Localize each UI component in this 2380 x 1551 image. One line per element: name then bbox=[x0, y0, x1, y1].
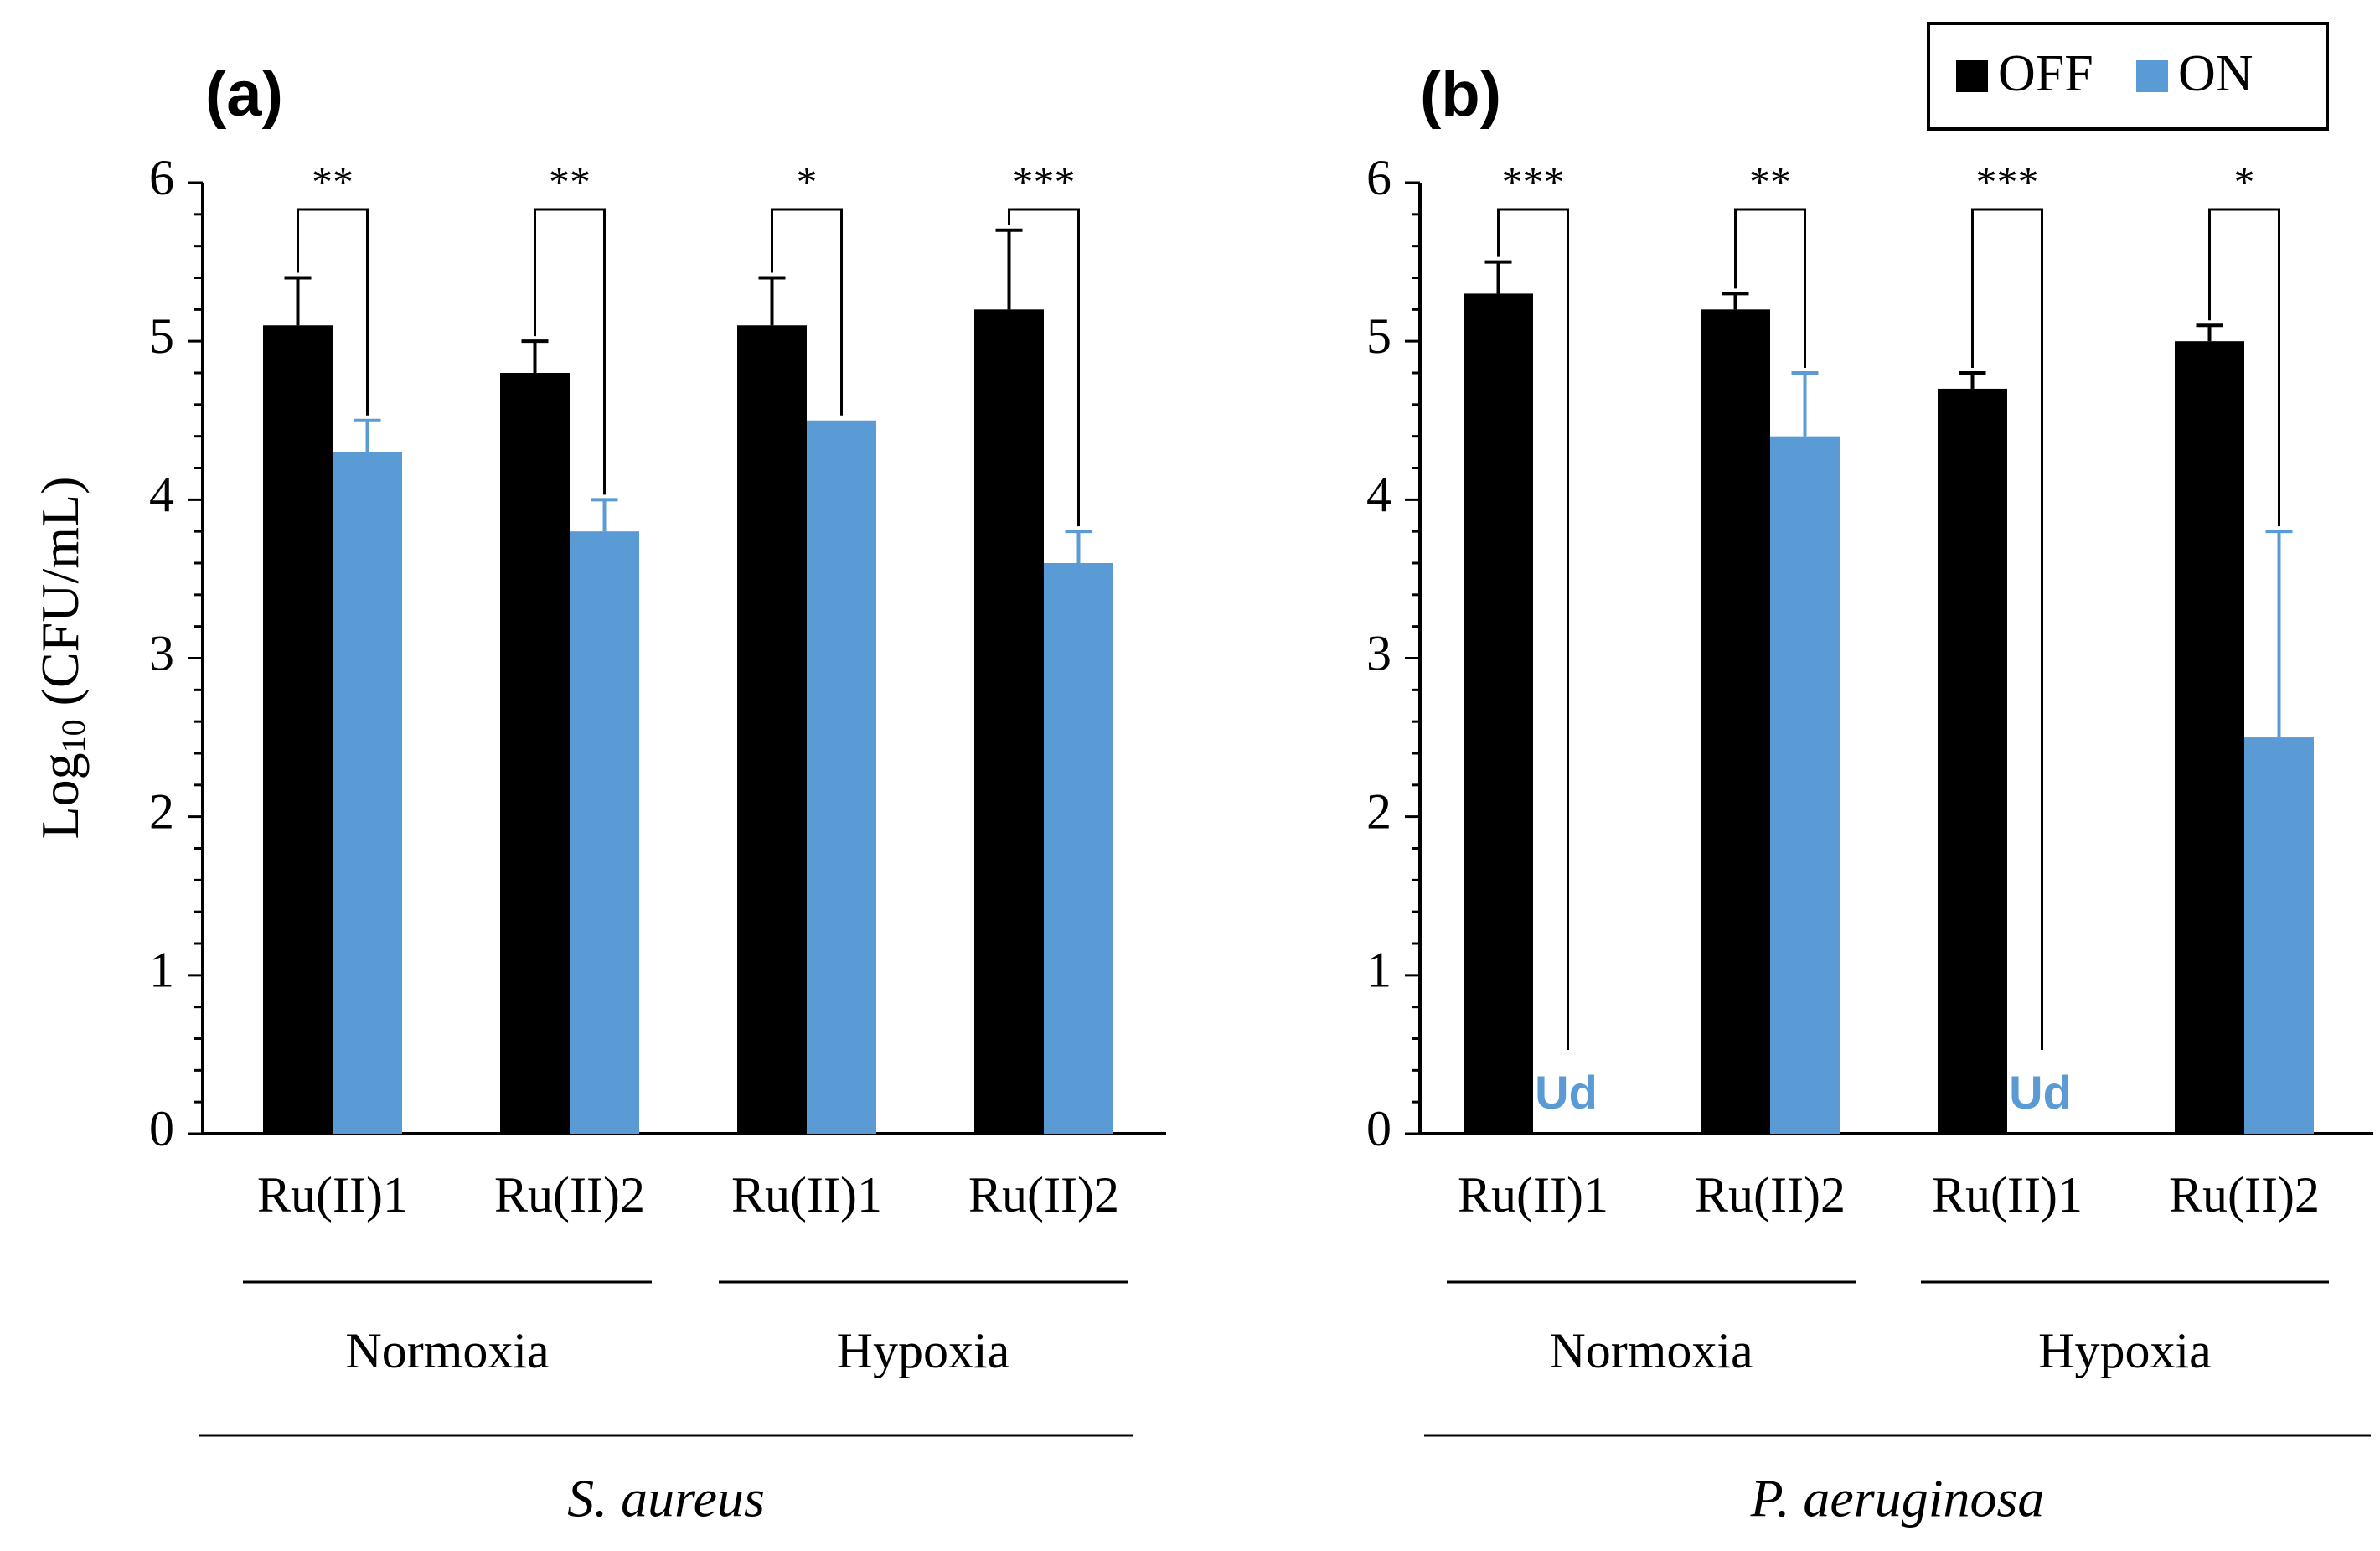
legend: OFF ON bbox=[1927, 22, 2329, 131]
significance-stars: * bbox=[797, 158, 818, 204]
significance-bracket bbox=[1008, 208, 1080, 527]
x-tick-label: Ru(II)2 bbox=[2169, 1167, 2320, 1223]
y-tick-label: 4 bbox=[149, 467, 174, 522]
y-axis-label: Log10 (CFU/mL) bbox=[30, 477, 93, 840]
legend-swatch-on bbox=[2136, 60, 2168, 92]
legend-swatch-off bbox=[1956, 60, 1988, 92]
significance-stars: ** bbox=[549, 158, 591, 204]
bar-off bbox=[737, 325, 807, 1134]
bar-off bbox=[1701, 309, 1770, 1134]
significance-bracket bbox=[1734, 208, 1806, 368]
y-tick-label: 6 bbox=[1366, 150, 1391, 205]
y-tick-label: 3 bbox=[1366, 625, 1391, 680]
legend-label-off: OFF bbox=[1998, 45, 2093, 102]
significance-bracket bbox=[1497, 208, 1569, 1050]
y-tick-label: 4 bbox=[1366, 467, 1391, 522]
y-tick-label: 1 bbox=[1366, 943, 1391, 998]
y-tick-label: 2 bbox=[1366, 783, 1391, 839]
x-tick-label: Ru(II)1 bbox=[257, 1167, 408, 1223]
x-tick-label: Ru(II)2 bbox=[968, 1167, 1119, 1223]
legend-label-on: ON bbox=[2178, 45, 2254, 102]
organism-label: S. aureus bbox=[567, 1469, 765, 1528]
bar-off bbox=[974, 309, 1044, 1134]
bar-off bbox=[2175, 341, 2244, 1135]
bar-on bbox=[333, 452, 402, 1134]
significance-bracket bbox=[534, 208, 606, 495]
y-tick-label: 0 bbox=[1366, 1101, 1391, 1156]
group-label: Hypoxia bbox=[837, 1323, 1010, 1378]
group-label: Normoxia bbox=[1549, 1323, 1753, 1378]
y-axis-title: Log10 (CFU/mL) bbox=[30, 477, 93, 840]
panel-label: (a) bbox=[205, 59, 283, 130]
significance-stars: *** bbox=[1976, 158, 2039, 204]
bar-on bbox=[2244, 737, 2314, 1134]
y-tick-label: 0 bbox=[149, 1101, 174, 1156]
significance-stars: ** bbox=[1749, 158, 1791, 204]
undetected-label: Ud bbox=[1535, 1066, 1598, 1119]
significance-bracket bbox=[297, 208, 369, 416]
significance-stars: * bbox=[2234, 158, 2255, 204]
panel-a: (a) 0 1 2 3 4 5 6 ** Ru(II)1 ** Ru(II)2 * Ru(II)1 *** R… bbox=[149, 59, 1166, 1528]
bar-off bbox=[263, 325, 333, 1134]
bar-off bbox=[1938, 388, 2007, 1135]
undetected-label: Ud bbox=[2009, 1066, 2072, 1119]
bar-off bbox=[1464, 293, 1533, 1135]
x-tick-label: Ru(II)1 bbox=[1932, 1167, 2083, 1223]
organism-label: P. aeruginosa bbox=[1750, 1469, 2045, 1528]
x-tick-label: Ru(II)2 bbox=[1695, 1167, 1846, 1223]
y-tick-label: 3 bbox=[149, 625, 174, 680]
x-tick-label: Ru(II)1 bbox=[1458, 1167, 1608, 1223]
significance-stars: *** bbox=[1502, 158, 1565, 204]
x-tick-label: Ru(II)2 bbox=[494, 1167, 645, 1223]
significance-stars: ** bbox=[312, 158, 354, 204]
bar-off bbox=[500, 373, 570, 1134]
y-tick-label: 2 bbox=[149, 783, 174, 839]
panel-label: (b) bbox=[1420, 59, 1501, 130]
x-tick-label: Ru(II)1 bbox=[731, 1167, 882, 1223]
y-tick-label: 5 bbox=[149, 308, 174, 364]
legend-box bbox=[1927, 22, 2329, 131]
significance-bracket bbox=[2208, 208, 2280, 527]
panel-b: (b) 0 1 2 3 4 5 6 Ud *** Ru(II)1 ** Ru(II)2 Ud *** Ru(I… bbox=[1366, 59, 2373, 1528]
significance-stars: *** bbox=[1013, 158, 1076, 204]
bar-on bbox=[807, 420, 876, 1134]
significance-bracket bbox=[771, 208, 843, 416]
bar-on bbox=[570, 531, 639, 1134]
group-label: Normoxia bbox=[345, 1323, 549, 1378]
y-tick-label: 5 bbox=[1366, 308, 1391, 364]
y-tick-label: 6 bbox=[149, 150, 174, 205]
group-label: Hypoxia bbox=[2038, 1323, 2212, 1378]
bar-on bbox=[1044, 563, 1113, 1134]
bar-on bbox=[1770, 436, 1840, 1134]
y-tick-label: 1 bbox=[149, 943, 174, 998]
significance-bracket bbox=[1971, 208, 2043, 1050]
